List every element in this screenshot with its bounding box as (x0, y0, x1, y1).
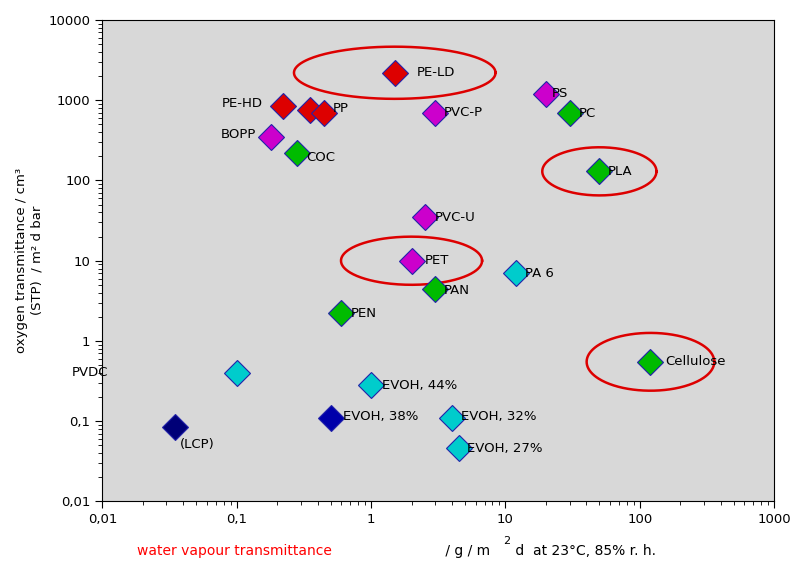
Text: PE-HD: PE-HD (222, 97, 262, 111)
Text: PEN: PEN (351, 307, 376, 320)
Text: EVOH, 32%: EVOH, 32% (461, 410, 537, 423)
Text: PC: PC (579, 107, 596, 120)
Y-axis label: oxygen transmittance / cm³
(STP)  / m² d bar: oxygen transmittance / cm³ (STP) / m² d … (15, 168, 43, 353)
Text: PA 6: PA 6 (525, 267, 554, 280)
Text: EVOH, 44%: EVOH, 44% (382, 379, 457, 392)
Text: (LCP): (LCP) (181, 438, 215, 450)
Text: / g / m: / g / m (441, 544, 490, 558)
Text: Cellulose: Cellulose (666, 355, 726, 368)
Text: EVOH, 27%: EVOH, 27% (467, 442, 542, 455)
Text: water vapour transmittance: water vapour transmittance (137, 544, 332, 558)
Text: PS: PS (551, 87, 568, 100)
Text: 2: 2 (503, 536, 510, 546)
Text: PVC-U: PVC-U (435, 211, 476, 223)
Text: EVOH, 38%: EVOH, 38% (343, 410, 418, 423)
Text: d  at 23°C, 85% r. h.: d at 23°C, 85% r. h. (511, 544, 656, 558)
Text: COC: COC (306, 151, 335, 164)
Text: BOPP: BOPP (221, 129, 256, 141)
Text: PAN: PAN (444, 283, 470, 297)
Text: PVC-P: PVC-P (444, 106, 484, 119)
Text: PLA: PLA (608, 165, 633, 178)
Text: PVDC: PVDC (72, 367, 108, 379)
Text: PET: PET (425, 254, 449, 267)
Text: PP: PP (333, 101, 349, 115)
Text: PE-LD: PE-LD (417, 66, 455, 79)
